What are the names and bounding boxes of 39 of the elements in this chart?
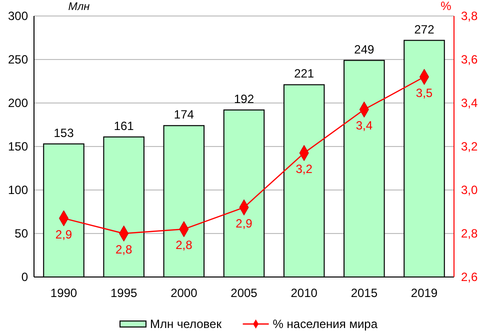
y2-tick-label: 3,2 bbox=[461, 140, 478, 154]
data-label: 153 bbox=[54, 126, 74, 140]
y-tick-label: 250 bbox=[8, 52, 28, 66]
x-tick-label: 2015 bbox=[350, 286, 378, 300]
y2-tick-label: 2,8 bbox=[461, 226, 478, 240]
data-label: 3,2 bbox=[296, 162, 313, 176]
y2-tick-label: 2,6 bbox=[461, 270, 478, 284]
legend-label: Млн человек bbox=[150, 317, 222, 331]
data-label: 249 bbox=[354, 42, 375, 56]
y2-tick-label: 3,8 bbox=[461, 9, 478, 23]
data-label: 2,9 bbox=[236, 216, 253, 230]
data-label: 161 bbox=[114, 118, 134, 133]
x-tick-label: 1990 bbox=[50, 286, 78, 300]
x-tick-label: 1995 bbox=[110, 286, 138, 300]
y2-axis-title: % bbox=[440, 0, 452, 13]
data-label: 174 bbox=[174, 108, 194, 122]
y-tick-label: 300 bbox=[8, 9, 28, 23]
x-tick-label: 2000 bbox=[170, 286, 198, 300]
x-tick-label: 2019 bbox=[410, 286, 438, 300]
data-label: 2,8 bbox=[176, 238, 193, 252]
data-label: 3,4 bbox=[356, 118, 373, 133]
data-label: 2,9 bbox=[55, 227, 72, 242]
y-tick-label: 150 bbox=[8, 140, 28, 154]
data-label: 3,5 bbox=[416, 86, 433, 100]
legend-label: % населения мира bbox=[272, 317, 378, 331]
y2-tick-label: 3,4 bbox=[461, 96, 478, 110]
y-tick-label: 0 bbox=[21, 270, 28, 284]
y2-tick-label: 3,6 bbox=[461, 52, 478, 66]
data-label: 221 bbox=[294, 66, 314, 81]
data-label: 192 bbox=[234, 92, 254, 106]
x-tick-label: 2005 bbox=[230, 286, 258, 300]
data-label: 2,8 bbox=[115, 242, 132, 256]
y-tick-label: 200 bbox=[8, 96, 28, 110]
y-axis-title: Млн bbox=[68, 1, 90, 13]
y-tick-label: 100 bbox=[8, 183, 28, 197]
data-label: 272 bbox=[414, 22, 435, 36]
y2-tick-label: 3,0 bbox=[461, 183, 478, 197]
x-tick-label: 2010 bbox=[290, 286, 318, 300]
y-tick-label: 50 bbox=[14, 226, 28, 240]
